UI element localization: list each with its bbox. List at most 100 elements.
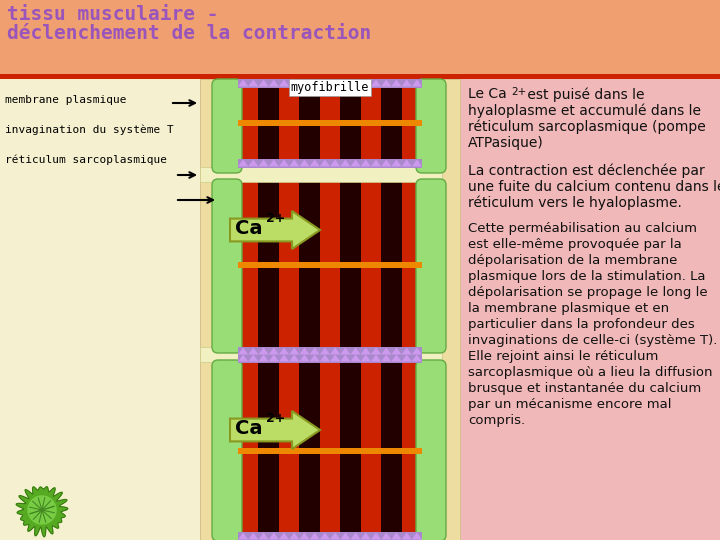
Polygon shape — [269, 159, 279, 166]
Bar — [0, 74, 720, 79]
Bar — [300, 79, 320, 167]
Polygon shape — [402, 159, 412, 166]
Polygon shape — [361, 354, 371, 361]
Polygon shape — [402, 532, 412, 539]
Polygon shape — [392, 532, 402, 539]
Text: 2+: 2+ — [266, 212, 285, 225]
Polygon shape — [248, 159, 258, 166]
Bar — [258, 362, 279, 540]
Polygon shape — [361, 79, 371, 86]
Text: par un mécanisme encore mal: par un mécanisme encore mal — [468, 398, 672, 411]
Polygon shape — [269, 532, 279, 539]
Text: brusque et instantanée du calcium: brusque et instantanée du calcium — [468, 382, 701, 395]
Polygon shape — [402, 79, 412, 86]
Bar — [238, 347, 422, 355]
FancyBboxPatch shape — [212, 360, 242, 540]
Text: une fuite du calcium contenu dans le: une fuite du calcium contenu dans le — [468, 180, 720, 194]
Text: La contraction est déclenchée par: La contraction est déclenchée par — [468, 164, 705, 179]
Bar — [279, 362, 300, 540]
Bar — [402, 182, 422, 347]
Text: 2+: 2+ — [266, 411, 285, 424]
Bar — [320, 182, 341, 347]
Polygon shape — [248, 348, 258, 354]
Bar — [238, 448, 422, 454]
Polygon shape — [371, 159, 381, 166]
Text: est elle-même provoquée par la: est elle-même provoquée par la — [468, 238, 682, 251]
Polygon shape — [258, 348, 269, 354]
Bar — [238, 78, 422, 87]
Bar — [0, 0, 720, 75]
Polygon shape — [248, 354, 258, 361]
Polygon shape — [310, 348, 320, 354]
Polygon shape — [310, 159, 320, 166]
Bar — [320, 79, 341, 167]
Bar — [402, 79, 422, 167]
Bar — [442, 79, 460, 540]
Polygon shape — [402, 348, 412, 354]
Bar — [402, 362, 422, 540]
Polygon shape — [381, 159, 392, 166]
Text: tissu musculaire -: tissu musculaire - — [7, 5, 218, 24]
Text: invagination du système T: invagination du système T — [5, 125, 174, 135]
FancyBboxPatch shape — [212, 79, 242, 173]
Bar — [381, 182, 402, 347]
Polygon shape — [269, 348, 279, 354]
Text: 2+: 2+ — [511, 87, 526, 97]
Text: ATPasique): ATPasique) — [468, 136, 544, 150]
Bar — [238, 159, 422, 167]
Bar — [258, 79, 279, 167]
Bar — [279, 79, 300, 167]
Polygon shape — [392, 348, 402, 354]
Polygon shape — [381, 532, 392, 539]
Polygon shape — [320, 159, 330, 166]
Text: myofibrille: myofibrille — [291, 81, 369, 94]
Polygon shape — [392, 159, 402, 166]
Polygon shape — [279, 159, 289, 166]
FancyBboxPatch shape — [212, 179, 242, 353]
Bar — [200, 79, 460, 540]
Polygon shape — [330, 532, 341, 539]
Polygon shape — [381, 79, 392, 86]
Polygon shape — [361, 159, 371, 166]
Polygon shape — [28, 496, 56, 524]
Bar — [341, 182, 361, 347]
Text: Ca: Ca — [235, 418, 263, 437]
Polygon shape — [361, 348, 371, 354]
Polygon shape — [361, 532, 371, 539]
Text: est puisé dans le: est puisé dans le — [523, 87, 644, 102]
Bar — [460, 79, 720, 540]
Bar — [238, 120, 422, 126]
Polygon shape — [258, 159, 269, 166]
Polygon shape — [238, 354, 248, 361]
Polygon shape — [351, 348, 361, 354]
Polygon shape — [238, 532, 248, 539]
Bar — [200, 167, 442, 182]
Polygon shape — [289, 354, 300, 361]
Polygon shape — [412, 159, 422, 166]
Bar — [320, 362, 341, 540]
Bar — [238, 362, 258, 540]
Polygon shape — [351, 79, 361, 86]
Polygon shape — [238, 348, 248, 354]
Polygon shape — [412, 532, 422, 539]
Polygon shape — [320, 354, 330, 361]
Polygon shape — [269, 79, 279, 86]
Polygon shape — [310, 532, 320, 539]
FancyBboxPatch shape — [416, 79, 446, 173]
Polygon shape — [310, 354, 320, 361]
Bar — [238, 262, 422, 268]
Polygon shape — [310, 79, 320, 86]
Polygon shape — [330, 348, 341, 354]
Bar — [238, 182, 258, 347]
Text: réticulum vers le hyaloplasme.: réticulum vers le hyaloplasme. — [468, 196, 682, 211]
Polygon shape — [269, 354, 279, 361]
Bar — [361, 182, 381, 347]
Text: dépolarisation se propage le long le: dépolarisation se propage le long le — [468, 286, 708, 299]
Bar — [381, 362, 402, 540]
FancyBboxPatch shape — [416, 179, 446, 353]
Polygon shape — [351, 159, 361, 166]
FancyBboxPatch shape — [416, 360, 446, 540]
Text: Elle rejoint ainsi le réticulum: Elle rejoint ainsi le réticulum — [468, 350, 658, 363]
Polygon shape — [258, 532, 269, 539]
Text: compris.: compris. — [468, 414, 525, 427]
